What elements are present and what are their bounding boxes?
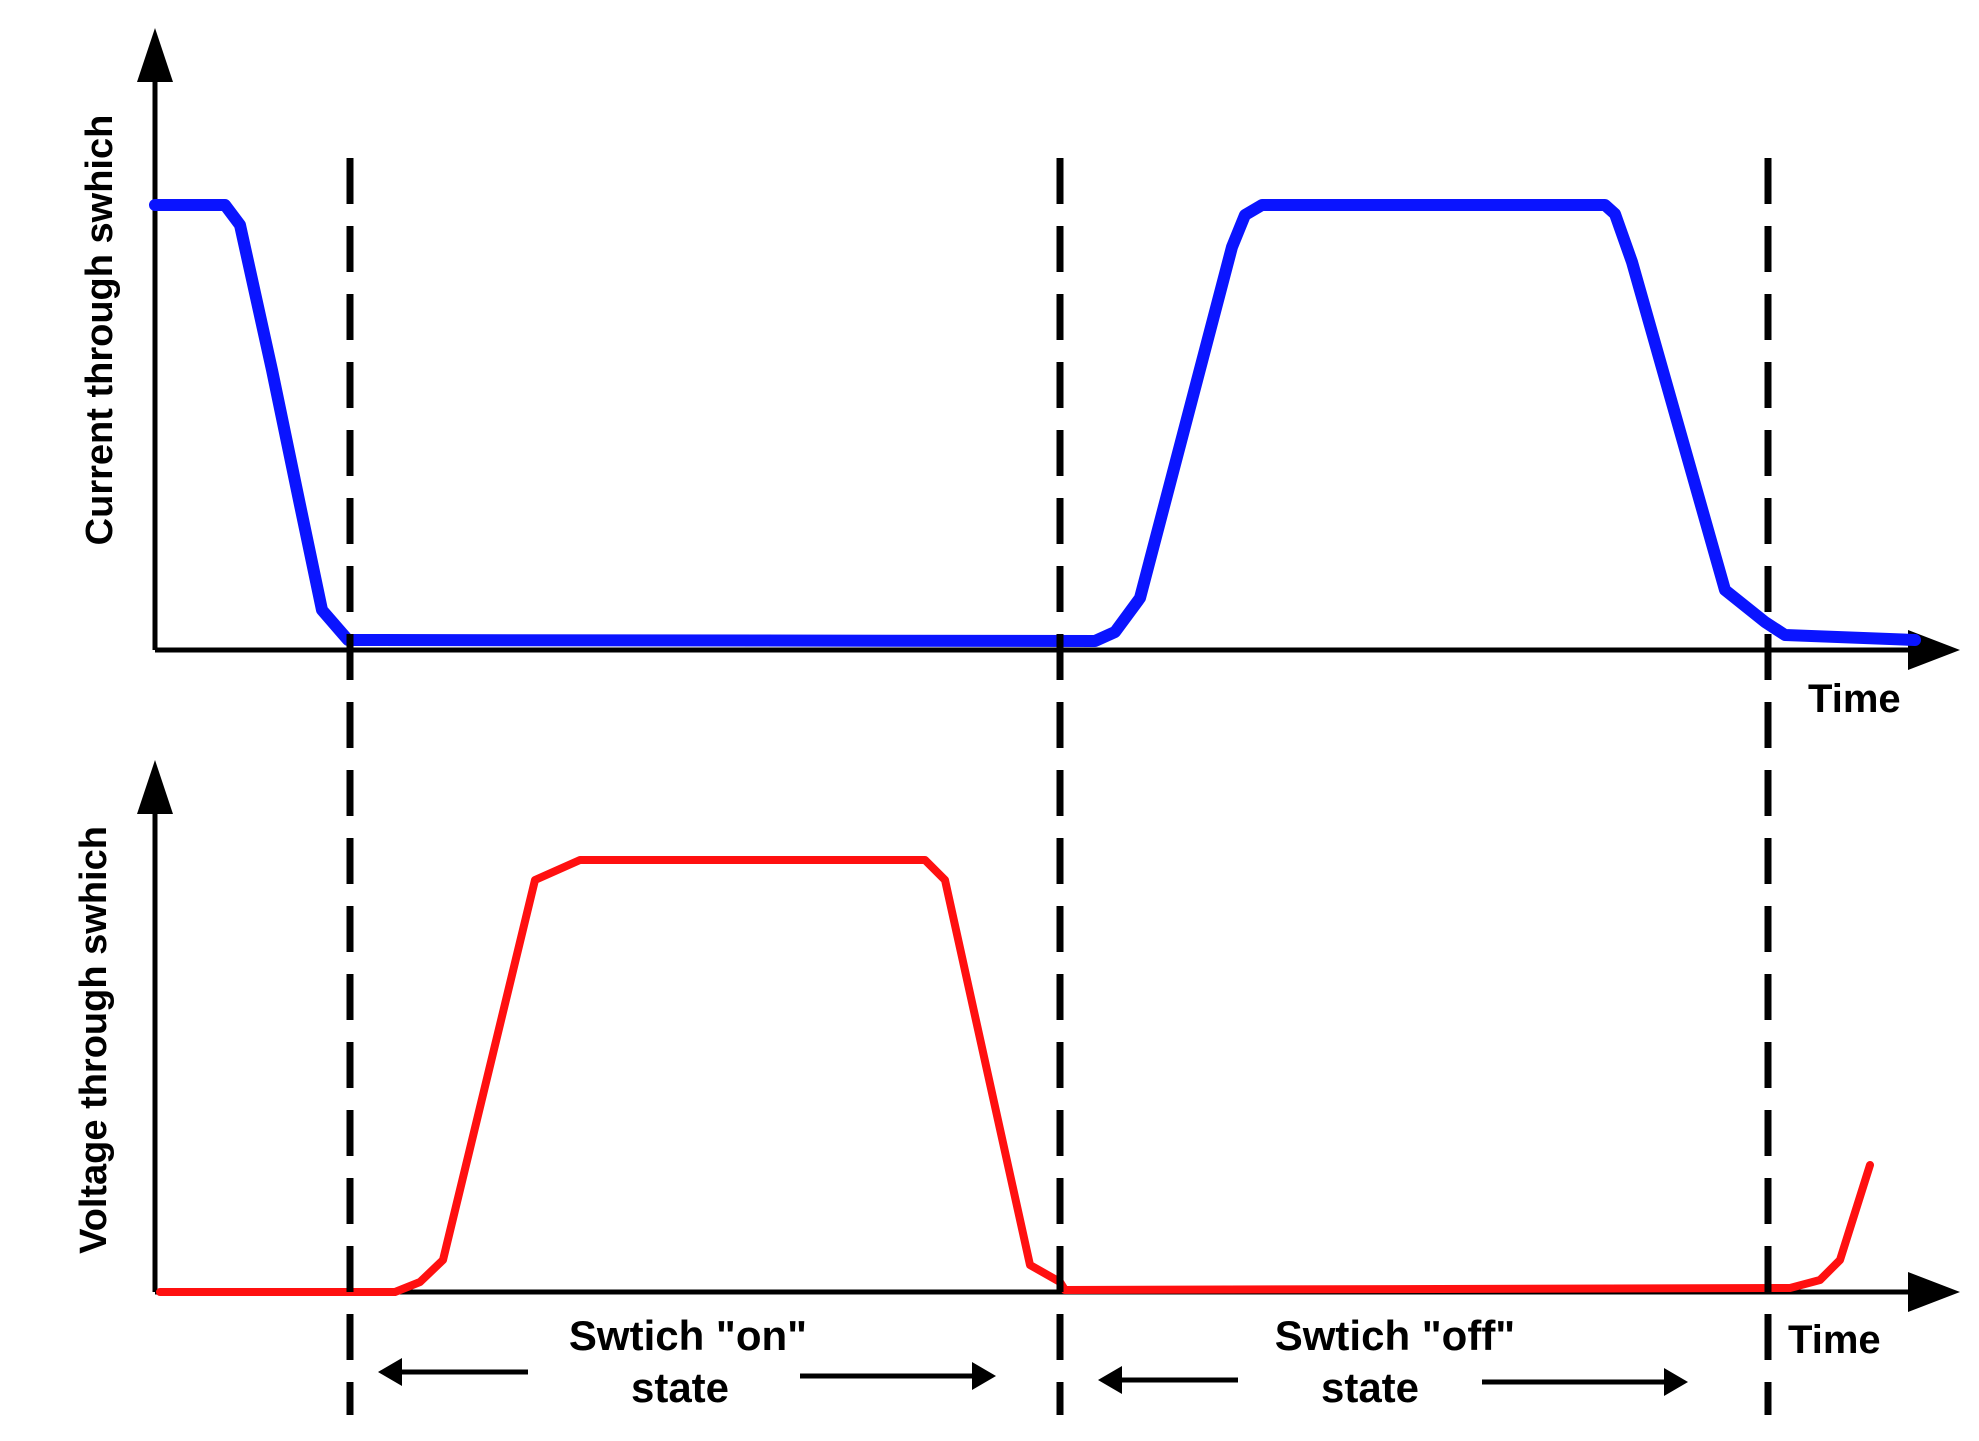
bottom-x-axis-arrow	[1908, 1272, 1960, 1312]
switching-boundaries	[346, 158, 1772, 1415]
current-trace	[149, 199, 1921, 647]
off-state-label-line2: state	[1321, 1364, 1419, 1411]
off-state-right-arrowhead	[1664, 1368, 1688, 1396]
on-state-label-line2: state	[631, 1364, 729, 1411]
top-y-axis-arrow	[137, 28, 173, 82]
top-panel: Current through swhich Time	[79, 28, 1960, 721]
on-state-left-arrowhead	[378, 1358, 402, 1386]
bottom-y-axis-arrow	[137, 760, 173, 814]
on-state-annotation: Swtich "on" state	[378, 1312, 996, 1411]
bottom-panel: Voltage through swhich Time	[73, 760, 1960, 1362]
on-state-right-arrowhead	[972, 1362, 996, 1390]
top-x-axis-label: Time	[1808, 677, 1901, 721]
off-state-left-arrowhead	[1098, 1366, 1122, 1394]
on-state-label-line1: Swtich "on"	[569, 1312, 807, 1359]
off-state-annotation: Swtich "off" state	[1098, 1312, 1688, 1411]
voltage-trace	[156, 856, 1874, 1296]
off-state-label-line1: Swtich "off"	[1275, 1312, 1515, 1359]
top-y-axis-label: Current through swhich	[79, 115, 121, 546]
bottom-x-axis-label: Time	[1788, 1318, 1881, 1362]
bottom-y-axis-label: Voltage through swhich	[73, 826, 115, 1254]
